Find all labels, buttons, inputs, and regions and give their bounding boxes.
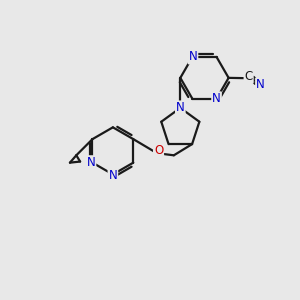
Text: O: O [154,143,163,157]
Text: N: N [256,78,265,92]
Text: N: N [176,101,185,114]
Text: N: N [109,169,117,182]
Text: N: N [212,92,221,105]
Text: N: N [189,50,197,64]
Text: C: C [244,70,253,83]
Text: N: N [87,156,95,169]
